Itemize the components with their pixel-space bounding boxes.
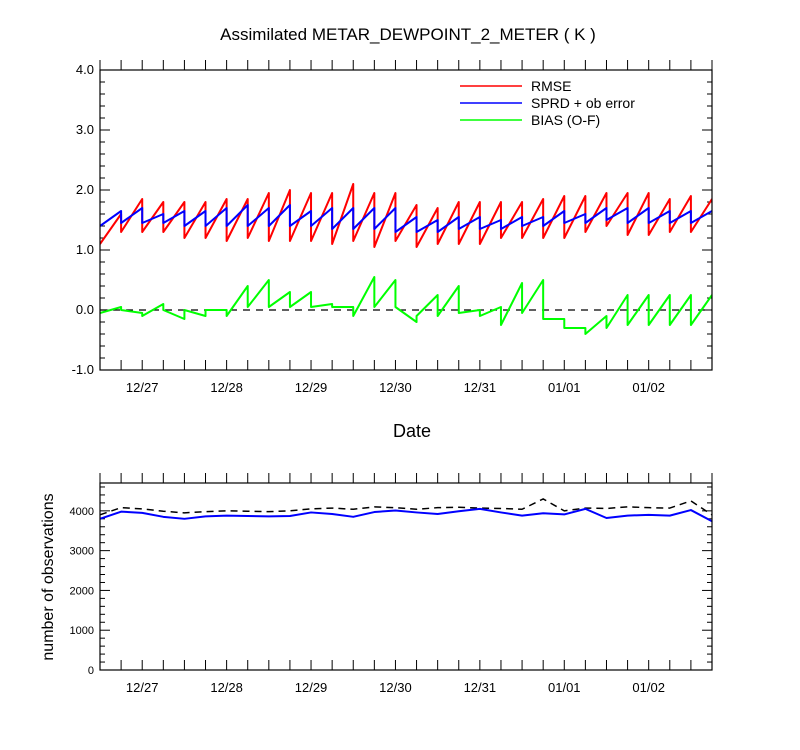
x-tick-label: 12/28 bbox=[210, 380, 243, 395]
series-rmse-line bbox=[100, 183, 712, 248]
plot-border bbox=[99, 482, 713, 671]
x-tick-label: 01/01 bbox=[548, 380, 581, 395]
y-tick-label: 2000 bbox=[70, 585, 94, 597]
y-tick-label: 4.0 bbox=[76, 62, 94, 77]
plot-frame bbox=[99, 69, 713, 371]
x-tick-label: 12/27 bbox=[126, 380, 159, 395]
y-tick-label: 3.0 bbox=[76, 122, 94, 137]
x-tick-label: 12/29 bbox=[295, 380, 328, 395]
legend-label-sprd-ob-error: SPRD + ob error bbox=[531, 95, 635, 111]
x-tick-label: 12/31 bbox=[464, 380, 497, 395]
legend-label-rmse: RMSE bbox=[531, 78, 571, 94]
x-axis: 12/27 12/28 12/29 12/30 12/31 01/01 01/02 bbox=[99, 473, 713, 695]
legend-label-bias-o-f: BIAS (O-F) bbox=[531, 112, 600, 128]
x-tick-label: 01/01 bbox=[548, 680, 581, 695]
y-tick-label: 1000 bbox=[70, 625, 94, 637]
x-axis: 12/27 12/28 12/29 12/30 12/31 01/01 01/02 bbox=[99, 60, 713, 395]
x-tick-label: 12/30 bbox=[379, 680, 412, 695]
series-bias-o-f-line bbox=[100, 276, 712, 335]
x-tick-label: 12/30 bbox=[379, 380, 412, 395]
rmse-spread-bias-chart: Assimilated METAR_DEWPOINT_2_METER ( K )… bbox=[72, 25, 713, 441]
y-tick-label: 2.0 bbox=[76, 182, 94, 197]
y-tick-label: -1.0 bbox=[72, 362, 94, 377]
x-tick-label: 01/02 bbox=[632, 680, 665, 695]
y-axis-label: number of observations bbox=[40, 493, 57, 660]
plot-border bbox=[99, 69, 713, 371]
y-axis: 0 1000 2000 3000 4000 bbox=[70, 486, 712, 677]
series-lines bbox=[100, 183, 712, 335]
series-sprd-ob-error-line bbox=[100, 204, 712, 233]
series-lines bbox=[100, 498, 712, 523]
x-tick-label: 12/31 bbox=[464, 680, 497, 695]
y-tick-label: 4000 bbox=[70, 506, 94, 518]
y-tick-label: 3000 bbox=[70, 546, 94, 558]
x-tick-label: 01/02 bbox=[632, 380, 665, 395]
series-possible-observations-line bbox=[100, 498, 712, 516]
y-tick-label: 0.0 bbox=[76, 302, 94, 317]
y-tick-label: 1.0 bbox=[76, 242, 94, 257]
x-tick-label: 12/29 bbox=[295, 680, 328, 695]
x-tick-label: 12/27 bbox=[126, 680, 159, 695]
chart-title: Assimilated METAR_DEWPOINT_2_METER ( K ) bbox=[220, 25, 596, 44]
series-assimilated-observations-line bbox=[100, 507, 712, 523]
plot-frame bbox=[99, 482, 713, 671]
x-axis-label: Date bbox=[393, 421, 431, 441]
y-tick-label: 0 bbox=[88, 665, 94, 677]
x-tick-label: 12/28 bbox=[210, 680, 243, 695]
